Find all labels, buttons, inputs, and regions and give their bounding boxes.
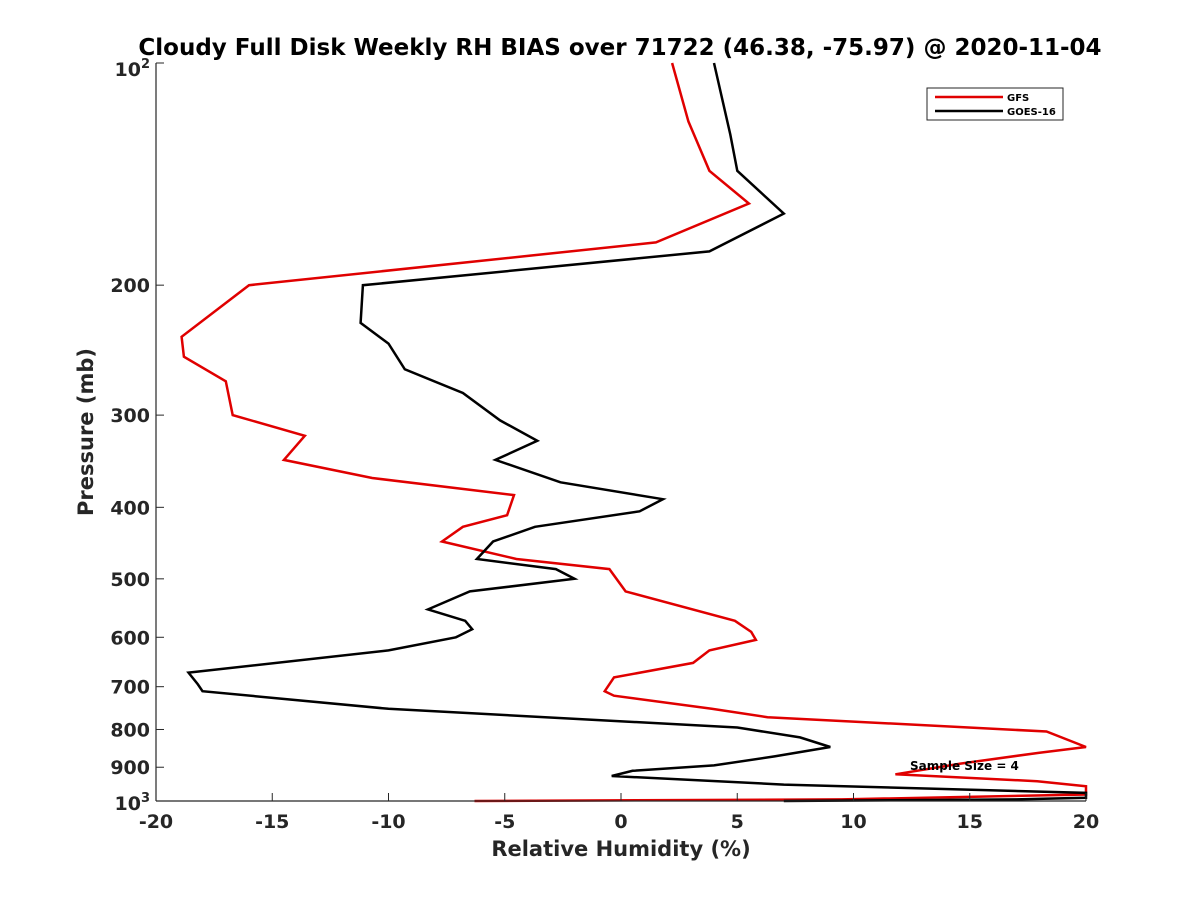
legend-label-gfs: GFS [1007, 93, 1029, 104]
y-tick-label: 500 [110, 569, 150, 591]
y-tick-label: 400 [110, 497, 150, 519]
x-tick-label: -10 [371, 811, 405, 833]
y-axis-ticks: 200 300 400 500 600 700 800 900 [110, 62, 164, 802]
y-axis-label: Pressure (mb) [74, 348, 98, 516]
y-tick-label: 600 [110, 627, 150, 649]
legend-box [926, 87, 1064, 121]
y-tick-label: 900 [110, 757, 150, 779]
x-tick-label: -20 [139, 811, 173, 833]
y-tick-label-1000: 103 [115, 791, 151, 815]
y-tick-label: 300 [110, 405, 150, 427]
x-axis-label: Relative Humidity (%) [491, 837, 750, 861]
x-tick-label: -15 [255, 811, 289, 833]
x-tick-label: -5 [494, 811, 515, 833]
legend: GFS GOES-16 [926, 87, 1064, 121]
series-lines [180, 62, 1088, 803]
chart-title: Cloudy Full Disk Weekly RH BIAS over 717… [138, 35, 1101, 61]
y-tick-label: 200 [110, 275, 150, 297]
series-line-goes16 [186, 62, 1088, 803]
series-line-gfs [180, 62, 1088, 803]
x-tick-label: 10 [840, 811, 866, 833]
x-tick-label: 5 [731, 811, 744, 833]
y-tick-label: 800 [110, 719, 150, 741]
y-tick-label-100: 102 [115, 57, 151, 81]
x-tick-label: 15 [957, 811, 983, 833]
y-tick-label: 700 [110, 677, 150, 699]
legend-label-goes16: GOES-16 [1007, 107, 1056, 118]
x-axis-ticks: -20 -15 -10 -5 0 5 10 15 20 [139, 793, 1099, 833]
sample-size-annotation: Sample Size = 4 [910, 759, 1019, 773]
x-tick-label: 20 [1073, 811, 1099, 833]
x-tick-label: 0 [614, 811, 627, 833]
